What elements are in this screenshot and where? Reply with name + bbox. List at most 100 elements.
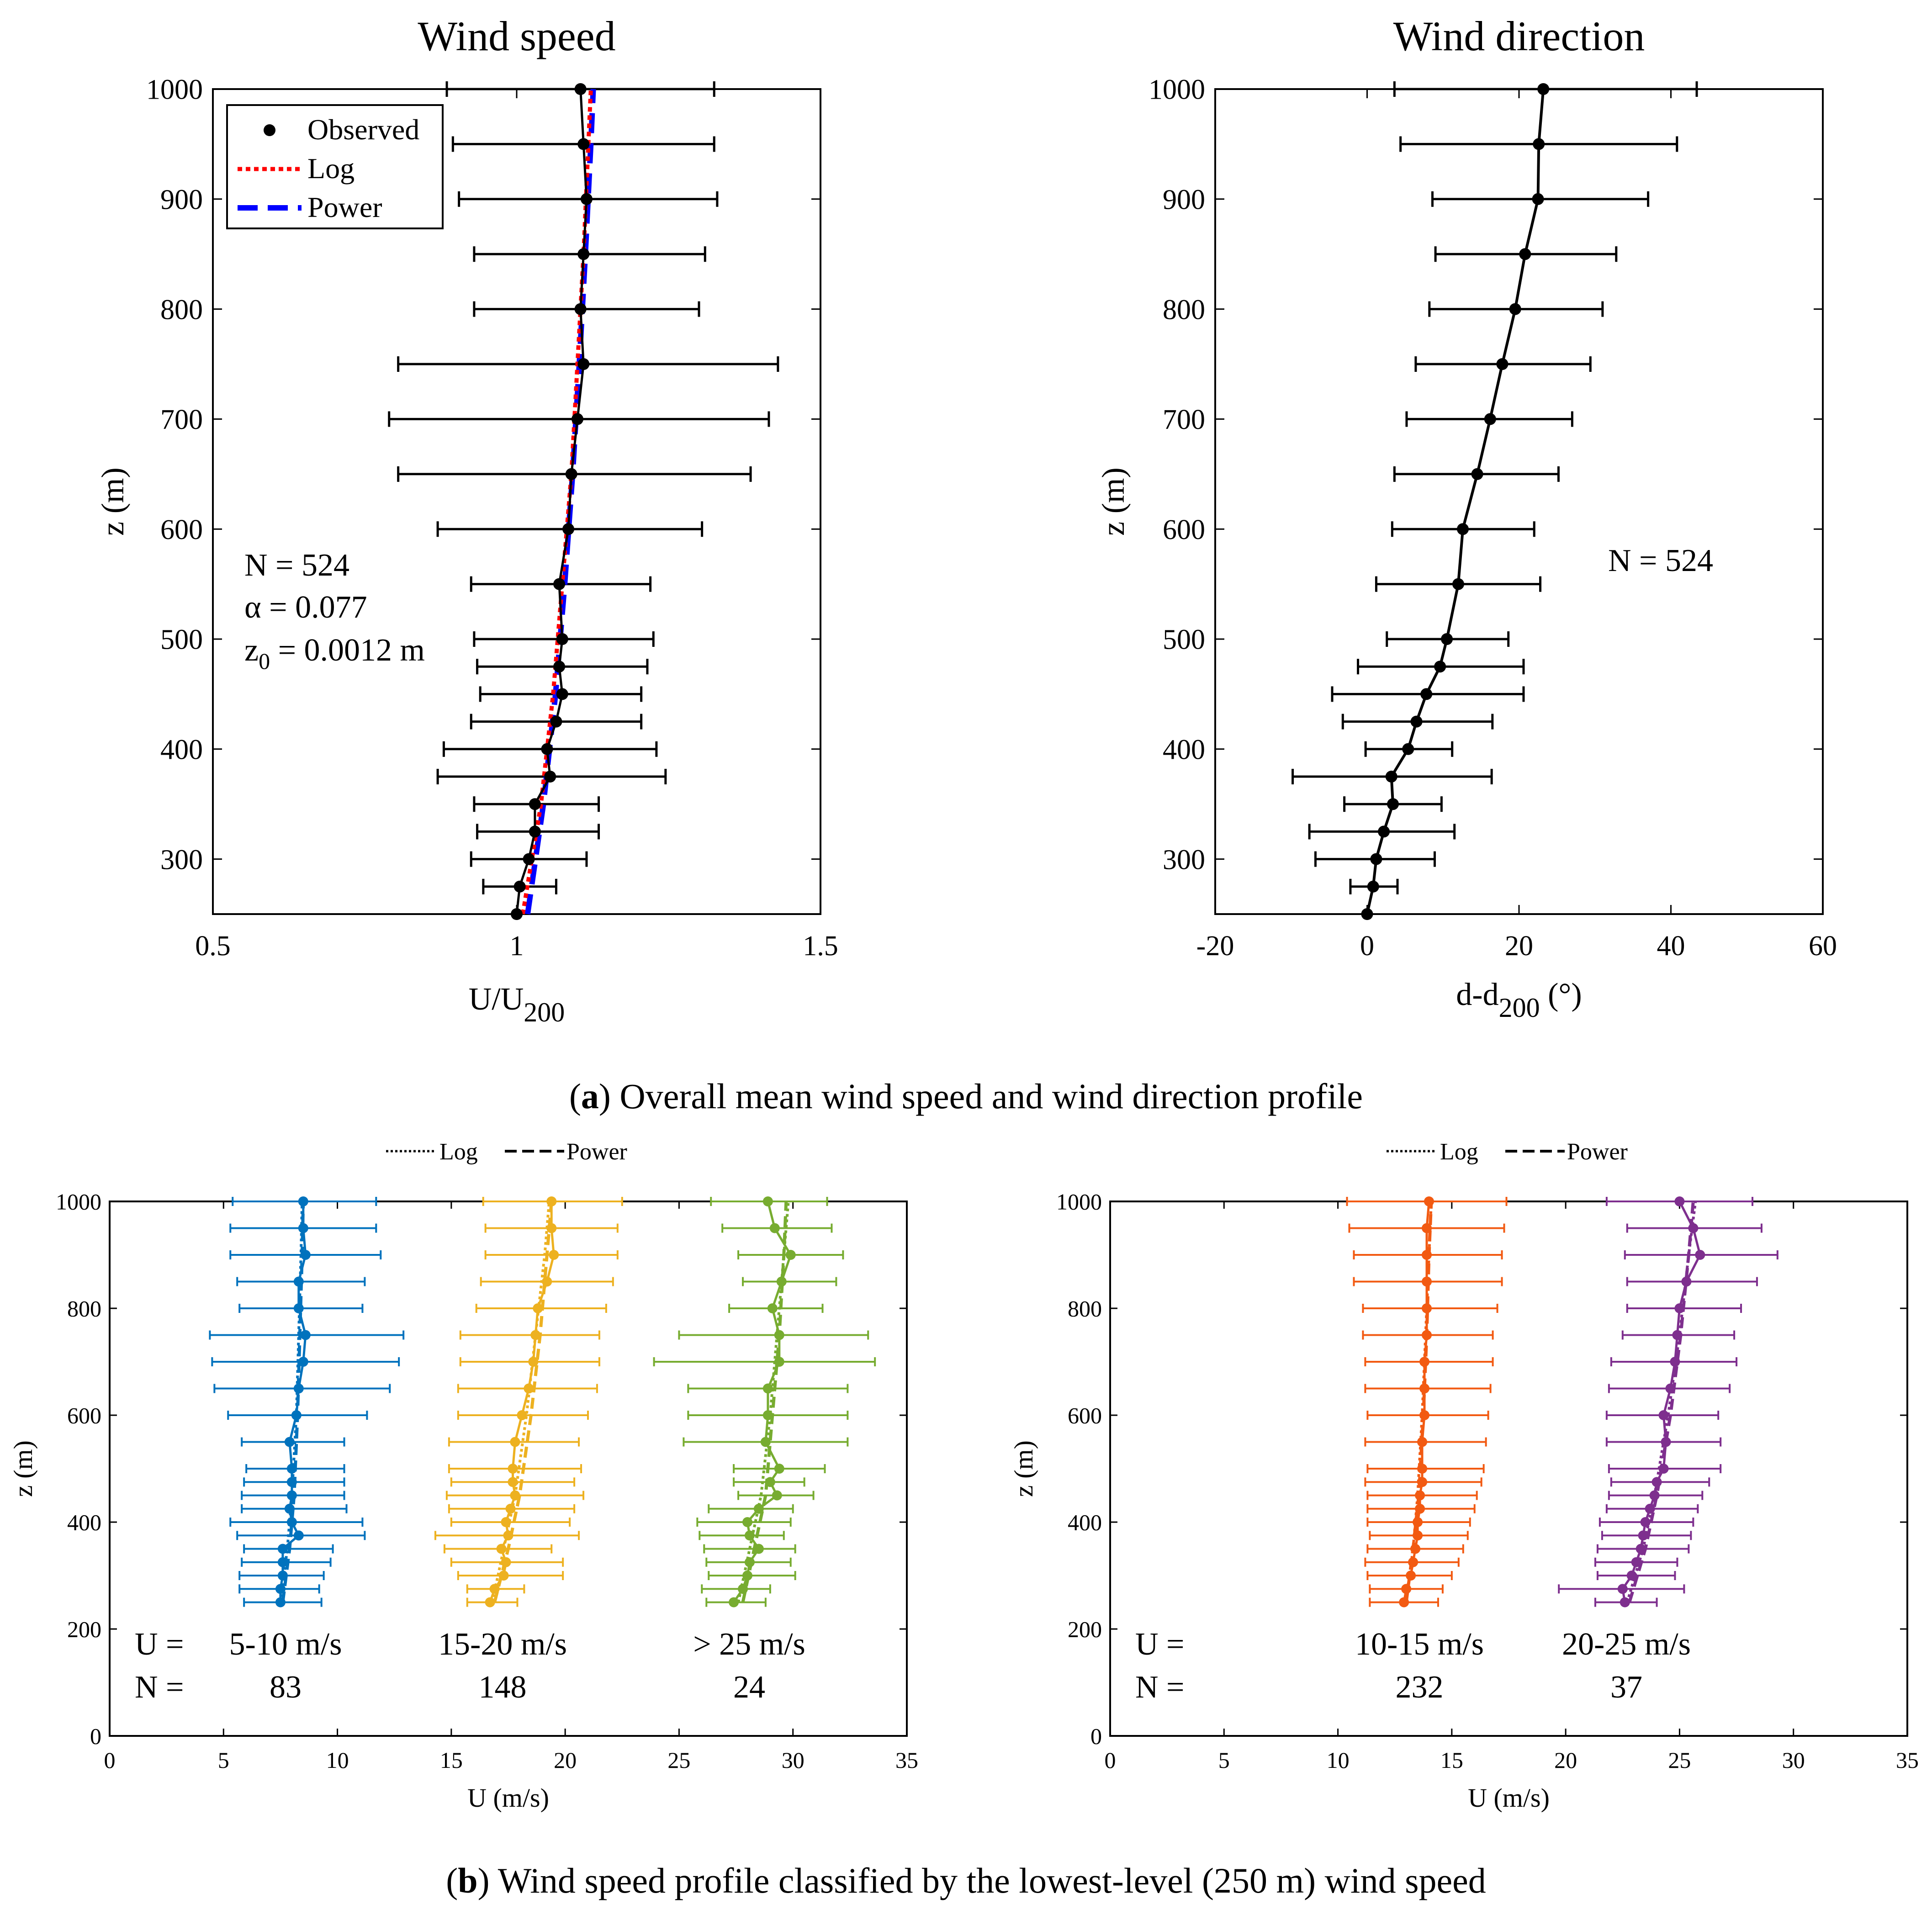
class-mean-point: [762, 1196, 773, 1206]
x-tick-label: 20: [1505, 931, 1533, 962]
y-tick-label: 800: [67, 1296, 101, 1322]
class-mean-point: [528, 1357, 539, 1367]
class-speed-label: 5-10 m/s: [229, 1627, 342, 1662]
x-tick-label: 1.5: [803, 931, 838, 962]
class-mean-point: [1419, 1410, 1430, 1420]
class-mean-point: [293, 1276, 304, 1287]
class-log-fit: [737, 1201, 790, 1603]
class-count-label: 148: [479, 1670, 527, 1705]
class-mean-point: [293, 1383, 304, 1394]
x-axis-label-subscript: 200: [524, 997, 565, 1027]
x-tick-label: 15: [1440, 1747, 1463, 1773]
observed-point: [1456, 523, 1469, 535]
y-tick-label: 400: [160, 735, 203, 766]
y-tick-label: 700: [1163, 404, 1205, 435]
class-mean-point: [1681, 1276, 1692, 1287]
x-tick-label: 10: [1327, 1747, 1350, 1773]
x-tick-label: 30: [782, 1747, 805, 1773]
x-tick-label: 10: [326, 1747, 349, 1773]
class-mean-point: [738, 1584, 748, 1594]
observed-point: [550, 715, 562, 728]
caption-b-text: Wind speed profile classified by the low…: [498, 1861, 1486, 1900]
y-tick-label: 600: [1068, 1403, 1102, 1428]
class-mean-point: [1674, 1196, 1685, 1206]
class-mean-point: [753, 1544, 764, 1554]
class-mean-point: [277, 1571, 288, 1581]
class-mean-point: [774, 1357, 784, 1367]
class-mean-point: [1406, 1571, 1416, 1581]
observed-point: [1410, 715, 1423, 728]
class-mean-point: [1399, 1597, 1409, 1608]
observed-point: [1484, 413, 1496, 425]
y-tick-label: 1000: [146, 74, 203, 106]
caption-b: (b) Wind speed profile classified by the…: [446, 1861, 1486, 1900]
observed-point: [553, 661, 566, 673]
legend: Log Power: [386, 1139, 627, 1165]
class-mean-point: [510, 1490, 520, 1501]
y-tick-label: 200: [1068, 1617, 1102, 1642]
observed-point: [577, 138, 590, 150]
y-tick-label: 900: [160, 185, 203, 216]
legend-observed-marker: [264, 124, 275, 136]
class-mean-point: [1413, 1530, 1423, 1541]
class-mean-point: [1688, 1223, 1699, 1233]
class-series-1: 15-20 m/s 148: [434, 1196, 623, 1705]
observed-point: [1471, 468, 1483, 480]
class-mean-point: [765, 1477, 775, 1487]
observed-point: [1452, 578, 1464, 590]
y-tick-label: 800: [1163, 294, 1205, 325]
observed-point: [562, 523, 575, 535]
observed-point: [574, 83, 587, 95]
class-mean-point: [744, 1557, 755, 1567]
x-axis-label-subscript: 200: [1499, 993, 1540, 1023]
y-tick-label: 800: [160, 294, 203, 325]
class-mean-point: [530, 1330, 541, 1340]
class-mean-point: [284, 1437, 295, 1447]
class-mean-point: [284, 1503, 295, 1514]
class-count-label: 83: [270, 1670, 302, 1705]
class-mean-point: [298, 1223, 308, 1233]
class-mean-point: [508, 1477, 518, 1487]
class-mean-point: [742, 1517, 752, 1527]
class-mean-point: [729, 1597, 739, 1608]
class-speed-label: 15-20 m/s: [438, 1627, 567, 1662]
caption-a-text: Overall mean wind speed and wind directi…: [619, 1076, 1363, 1116]
class-mean-point: [1626, 1571, 1637, 1581]
x-tick-label: 0: [1360, 931, 1374, 962]
observed-point: [511, 908, 523, 920]
log-fit-line: [520, 89, 593, 915]
class-mean-point: [1658, 1410, 1669, 1420]
axes-frame: [1109, 1201, 1908, 1737]
observed-line: [1366, 89, 1545, 915]
class-mean-point: [1658, 1464, 1669, 1474]
class-mean-point: [744, 1530, 755, 1541]
observed-point: [541, 743, 553, 755]
x-tick-label: 30: [1782, 1747, 1805, 1773]
class-power-fit: [1628, 1201, 1695, 1603]
class-mean-point: [1638, 1530, 1648, 1541]
class-mean-point: [1665, 1383, 1676, 1394]
observed-point: [1367, 880, 1379, 893]
observed-point: [574, 303, 587, 315]
legend: Log Power: [1387, 1139, 1628, 1165]
class-series-2: > 25 m/s 24: [653, 1196, 876, 1705]
x-tick-label: 0: [104, 1747, 116, 1773]
y-tick-label: 800: [1068, 1296, 1102, 1322]
y-tick-label: 700: [160, 404, 203, 435]
class-mean-point: [524, 1383, 534, 1394]
legend-power-label: Power: [566, 1139, 627, 1165]
x-tick-label: 35: [1896, 1747, 1919, 1773]
class-mean-point: [293, 1303, 304, 1313]
class-mean-point: [277, 1544, 288, 1554]
x-tick-label: 40: [1657, 931, 1685, 962]
class-mean-point: [774, 1330, 784, 1340]
chart-classes-left: 0 5 10 15 20 25 30 35 0 200 400 600 800 1000 5-10 m/s 8…: [8, 1139, 918, 1813]
observed-point: [1385, 771, 1397, 783]
y-tick-label: 200: [67, 1617, 101, 1642]
class-mean-point: [1620, 1597, 1630, 1608]
class-mean-point: [769, 1223, 780, 1233]
observed-point: [1361, 908, 1373, 920]
observed-point: [1378, 825, 1390, 838]
x-tick-label: 60: [1809, 931, 1837, 962]
observed-point: [1402, 743, 1414, 755]
